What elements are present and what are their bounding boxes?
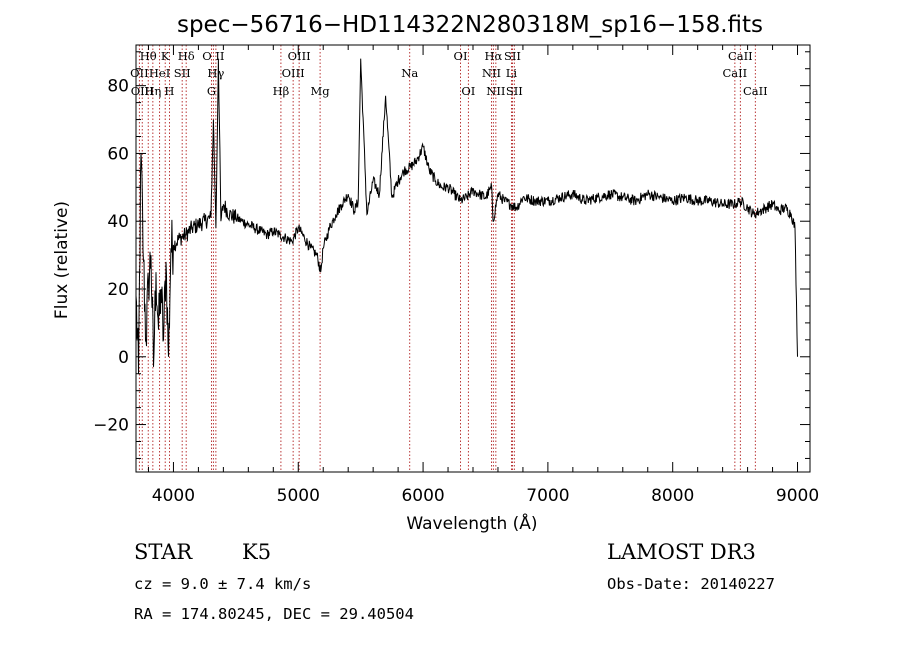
line-label-3: O II [202, 49, 224, 63]
line-label-10: HeI [149, 66, 170, 80]
x-tick-label-0: 4000 [152, 486, 195, 506]
line-label-26: SII [506, 84, 523, 98]
line-label-4: OIII [288, 49, 311, 63]
line-label-1: K [161, 49, 170, 63]
line-label-21: G [207, 84, 216, 98]
y-tick-label-3: 40 [107, 212, 129, 232]
y-tick-label-4: 60 [107, 144, 129, 164]
chart-title: spec−56716−HD114322N280318M_sp16−158.fit… [177, 12, 763, 38]
line-label-8: CaII [728, 49, 753, 63]
line-label-6: Hα [484, 49, 502, 63]
plot-frame [135, 44, 811, 473]
ra-dec-coordinates: RA = 174.80245, DEC = 29.40504 [134, 605, 414, 623]
line-label-25: NII [486, 84, 505, 98]
line-label-19: Hη [144, 84, 161, 98]
line-label-14: Na [401, 66, 418, 80]
line-label-11: SII [174, 66, 191, 80]
line-label-0: Hθ [140, 49, 157, 63]
line-label-24: OI [461, 84, 475, 98]
x-tick-label-2: 6000 [401, 486, 444, 506]
x-tick-label-4: 8000 [651, 486, 694, 506]
line-label-23: Mg [311, 84, 331, 98]
y-tick-label-5: 80 [107, 77, 129, 97]
y-tick-label-1: 0 [118, 348, 129, 368]
line-label-2: Hδ [178, 49, 195, 63]
line-label-27: CaII [743, 84, 768, 98]
redshift-cz: cz = 9.0 ± 7.4 km/s [134, 575, 311, 593]
line-label-13: OIII [282, 66, 305, 80]
line-label-16: Li [506, 66, 518, 80]
x-tick-label-1: 5000 [277, 486, 320, 506]
line-label-5: OI [454, 49, 468, 63]
line-label-17: CaII [722, 66, 747, 80]
y-tick-label-2: 20 [107, 280, 129, 300]
spectrum-line [135, 58, 798, 374]
line-label-22: Hβ [273, 84, 290, 98]
line-label-12: Hγ [207, 66, 224, 80]
y-axis-ticks: −20 0 20 40 60 80 [93, 51, 810, 459]
line-label-20: H [164, 84, 174, 98]
x-axis-ticks: 4000 5000 6000 7000 8000 9000 [147, 45, 819, 506]
x-axis-label: Wavelength (Å) [406, 512, 537, 534]
object-subclass: K5 [242, 540, 271, 564]
x-tick-label-3: 7000 [526, 486, 569, 506]
x-tick-label-5: 9000 [776, 486, 819, 506]
line-label-9: OII [130, 66, 149, 80]
survey-name: LAMOST DR3 [607, 540, 756, 564]
line-label-7: SII [504, 49, 521, 63]
y-axis-label: Flux (relative) [52, 201, 72, 319]
object-class: STAR [134, 540, 193, 564]
line-label-15: NII [482, 66, 501, 80]
spectral-line-markers [138, 45, 756, 472]
observation-date: Obs-Date: 20140227 [607, 575, 775, 593]
y-tick-label-0: −20 [93, 416, 129, 436]
